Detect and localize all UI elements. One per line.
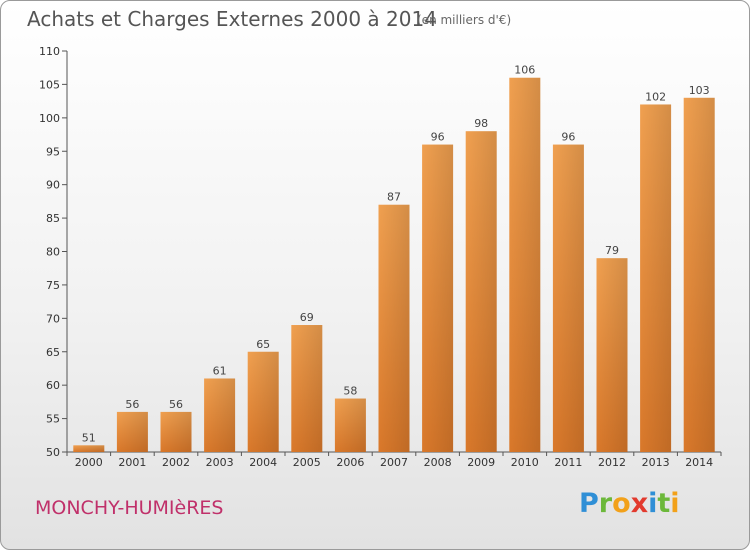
bar-value-label: 58: [343, 385, 357, 398]
bar-shade: [640, 104, 672, 452]
logo-letter: o: [612, 488, 631, 519]
bar-shade: [73, 445, 105, 452]
logo-letter: i: [670, 488, 680, 519]
bar-shade: [596, 258, 628, 452]
logo-letter: i: [648, 488, 658, 519]
y-tick-label: 55: [46, 413, 60, 426]
y-tick-label: 85: [46, 212, 60, 225]
x-tick-label: 2007: [380, 456, 408, 469]
x-tick-label: 2010: [511, 456, 539, 469]
x-tick-label: 2000: [75, 456, 103, 469]
bar-value-label: 56: [125, 398, 139, 411]
x-tick-label: 2001: [118, 456, 146, 469]
bar-value-label: 87: [387, 191, 401, 204]
x-tick-label: 2004: [249, 456, 277, 469]
chart-title: Achats et Charges Externes 2000 à 2014: [27, 7, 437, 31]
bar-shade: [422, 144, 454, 453]
bar-shade: [552, 144, 584, 453]
x-tick-label: 2008: [424, 456, 452, 469]
bar-shade: [160, 411, 192, 452]
x-tick-label: 2011: [554, 456, 582, 469]
x-tick-label: 2013: [642, 456, 670, 469]
bar-value-label: 98: [474, 117, 488, 130]
x-tick-label: 2012: [598, 456, 626, 469]
bar-value-label: 102: [645, 90, 666, 103]
logo-letter: r: [598, 488, 613, 519]
y-tick-label: 80: [46, 246, 60, 259]
x-tick-label: 2002: [162, 456, 190, 469]
bar-value-label: 106: [514, 64, 535, 77]
bar-shade: [247, 351, 279, 452]
bar-value-label: 96: [561, 131, 575, 144]
bar-value-label: 51: [82, 431, 96, 444]
logo-letter: t: [657, 488, 671, 519]
y-tick-label: 95: [46, 145, 60, 158]
bar-shade: [378, 204, 410, 452]
y-tick-label: 110: [39, 45, 60, 58]
x-tick-label: 2003: [206, 456, 234, 469]
bar-value-label: 61: [213, 364, 227, 377]
bar-value-label: 69: [300, 311, 314, 324]
y-tick-label: 90: [46, 179, 60, 192]
y-tick-label: 60: [46, 379, 60, 392]
bar-shade: [116, 411, 148, 452]
bar-shade: [683, 97, 715, 453]
bar-value-label: 56: [169, 398, 183, 411]
y-tick-label: 70: [46, 312, 60, 325]
bar-value-label: 103: [689, 84, 710, 97]
logo-letter: P: [579, 488, 599, 519]
bar-value-label: 79: [605, 244, 619, 257]
bar-shade: [204, 378, 236, 452]
x-tick-label: 2009: [467, 456, 495, 469]
y-tick-label: 75: [46, 279, 60, 292]
chart-subtitle: (en milliers d'€): [417, 13, 512, 27]
y-tick-label: 65: [46, 346, 60, 359]
bar-shade: [465, 131, 497, 452]
bar-shade: [291, 325, 323, 452]
bar-shade: [334, 398, 366, 452]
y-tick-label: 100: [39, 112, 60, 125]
y-tick-label: 50: [46, 446, 60, 459]
bar-value-label: 96: [431, 131, 445, 144]
bar-shade: [509, 77, 541, 452]
x-tick-label: 2014: [685, 456, 713, 469]
x-tick-label: 2006: [336, 456, 364, 469]
logo-letter: x: [630, 488, 649, 519]
y-tick-label: 105: [39, 78, 60, 91]
x-tick-label: 2005: [293, 456, 321, 469]
bar-value-label: 65: [256, 338, 270, 351]
place-name: MONCHY-HUMIèRES: [35, 497, 224, 519]
proxiti-logo[interactable]: Proxiti: [579, 488, 680, 519]
